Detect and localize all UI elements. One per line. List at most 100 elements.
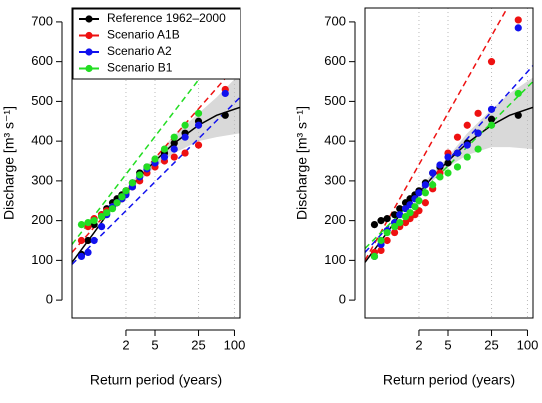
data-point (411, 203, 419, 211)
data-point (421, 181, 429, 189)
data-point (194, 109, 203, 117)
data-point (474, 145, 482, 153)
data-point (181, 133, 189, 141)
data-point (122, 187, 130, 195)
plot-area (72, 8, 240, 318)
data-point (194, 141, 203, 149)
data-point (221, 111, 229, 119)
legend: Reference 1962–2000 Scenario A1B Scenario … (72, 8, 240, 80)
legend-label: Reference 1962–2000 (107, 11, 226, 25)
data-point (377, 246, 385, 255)
legend-marker (85, 15, 93, 23)
data-point (383, 215, 391, 223)
data-point (396, 219, 404, 227)
x-axis-label: Return period (years) (90, 372, 222, 388)
data-point (474, 109, 482, 117)
x-tick-label: 5 (151, 337, 158, 352)
x-tick-label: 100 (224, 337, 246, 352)
plot-area (365, 8, 533, 318)
y-tick-label: 600 (324, 53, 346, 68)
data-point (406, 209, 414, 217)
data-point (463, 153, 471, 161)
y-axis-label: Discharge [m³ s⁻¹] (1, 106, 17, 220)
y-tick-label: 0 (46, 292, 53, 307)
y-axis-label: Discharge [m³ s⁻¹] (294, 106, 310, 220)
y-tick-label: 300 (324, 172, 346, 187)
data-point (444, 153, 452, 161)
data-point (84, 236, 92, 245)
y-tick-label: 100 (324, 252, 346, 267)
data-point (429, 181, 437, 189)
data-point (383, 228, 391, 237)
y-tick-label: 200 (31, 212, 53, 227)
data-point (453, 133, 462, 141)
data-point (77, 236, 86, 245)
legend-marker (85, 64, 93, 73)
data-point (391, 222, 399, 231)
data-point (90, 217, 98, 225)
data-point (151, 155, 159, 163)
data-point (128, 179, 136, 187)
data-point (136, 171, 144, 179)
data-point (160, 145, 169, 153)
data-point (84, 248, 92, 257)
data-point (487, 115, 496, 123)
data-point (98, 213, 106, 221)
y-tick-label: 700 (324, 13, 346, 28)
fit-line (72, 61, 240, 253)
data-point (514, 89, 522, 98)
data-point (113, 199, 121, 207)
data-point (415, 197, 423, 205)
y-tick-label: 0 (339, 292, 346, 307)
data-point (396, 205, 404, 213)
data-point (143, 163, 151, 171)
data-point (421, 189, 429, 197)
data-point (453, 163, 462, 171)
legend-marker (85, 48, 93, 56)
y-tick-label: 300 (31, 172, 53, 187)
data-point (383, 236, 391, 245)
data-point (436, 161, 444, 169)
y-tick-label: 500 (324, 93, 346, 108)
fit-line (72, 25, 240, 245)
data-point (444, 169, 452, 177)
legend-label: Scenario B1 (107, 61, 173, 75)
data-point (463, 141, 471, 149)
data-point (429, 169, 437, 177)
legend-label: Scenario A2 (107, 44, 172, 58)
data-point (170, 153, 178, 161)
data-point (170, 139, 178, 147)
y-tick-label: 400 (31, 133, 53, 148)
data-point (444, 159, 452, 167)
data-point (90, 236, 98, 245)
y-tick-label: 400 (324, 133, 346, 148)
data-point (377, 236, 385, 245)
data-point (77, 252, 86, 260)
x-tick-label: 25 (191, 337, 205, 352)
data-point (415, 189, 423, 197)
data-point (514, 111, 522, 119)
data-point (221, 89, 229, 98)
y-tick-label: 100 (31, 252, 53, 267)
data-point (436, 173, 444, 181)
data-point (118, 193, 126, 201)
data-point (487, 58, 496, 66)
x-tick-label: 25 (484, 337, 498, 352)
data-point (391, 211, 399, 219)
data-point (370, 252, 379, 260)
legend-label: Scenario A1B (107, 28, 180, 42)
data-point (487, 105, 496, 113)
data-point (396, 211, 404, 219)
data-point (181, 121, 189, 129)
data-point (181, 149, 189, 157)
x-tick-label: 100 (517, 337, 539, 352)
plot-frame (71, 7, 241, 319)
y-tick-label: 200 (324, 212, 346, 227)
data-point (391, 228, 399, 237)
data-point (194, 121, 203, 129)
x-tick-label: 5 (444, 337, 451, 352)
data-point (487, 121, 496, 129)
data-point (170, 145, 178, 153)
fit-line (365, 8, 509, 261)
